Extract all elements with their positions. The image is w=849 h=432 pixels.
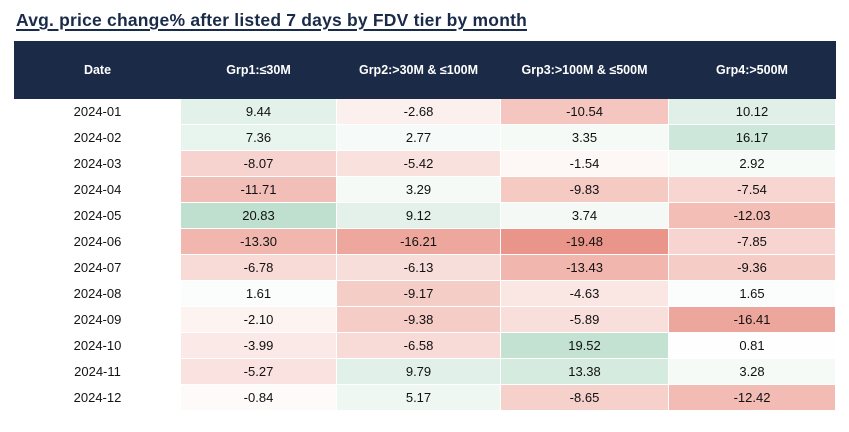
column-header-grp2: Grp2:>30M & ≤100M [336, 41, 501, 99]
value-cell: -19.48 [500, 228, 669, 255]
value-cell: -9.36 [668, 254, 836, 281]
value-cell: 13.38 [500, 358, 669, 385]
table-row: 2024-12 -0.84 5.17 -8.65 -12.42 [14, 384, 836, 411]
value-cell: -5.89 [500, 306, 669, 333]
table-row: 2024-08 1.61 -9.17 -4.63 1.65 [14, 280, 836, 307]
table-row: 2024-06 -13.30 -16.21 -19.48 -7.85 [14, 228, 836, 255]
table-row: 2024-11 -5.27 9.79 13.38 3.28 [14, 358, 836, 385]
value-cell: -6.78 [180, 254, 337, 281]
table-row: 2024-05 20.83 9.12 3.74 -12.03 [14, 202, 836, 229]
value-cell: -6.13 [336, 254, 501, 281]
table-header: Date Grp1:≤30M Grp2:>30M & ≤100M Grp3:>1… [14, 41, 836, 99]
date-cell: 2024-11 [14, 358, 181, 385]
value-cell: -4.63 [500, 280, 669, 307]
value-cell: 3.35 [500, 124, 669, 151]
value-cell: -11.71 [180, 176, 337, 203]
table-body: 2024-01 9.44 -2.68 -10.54 10.12 2024-02 7.36 2.… [14, 98, 836, 411]
value-cell: -0.84 [180, 384, 337, 411]
value-cell: -13.43 [500, 254, 669, 281]
date-cell: 2024-05 [14, 202, 181, 229]
table-row: 2024-07 -6.78 -6.13 -13.43 -9.36 [14, 254, 836, 281]
table-row: 2024-09 -2.10 -9.38 -5.89 -16.41 [14, 306, 836, 333]
table-row: 2024-04 -11.71 3.29 -9.83 -7.54 [14, 176, 836, 203]
value-cell: 20.83 [180, 202, 337, 229]
value-cell: 0.81 [668, 332, 836, 359]
value-cell: -9.17 [336, 280, 501, 307]
page: Avg. price change% after listed 7 days b… [14, 10, 836, 411]
value-cell: -6.58 [336, 332, 501, 359]
date-cell: 2024-06 [14, 228, 181, 255]
table-row: 2024-10 -3.99 -6.58 19.52 0.81 [14, 332, 836, 359]
value-cell: 9.44 [180, 98, 337, 125]
table-header-row: Date Grp1:≤30M Grp2:>30M & ≤100M Grp3:>1… [14, 41, 836, 99]
value-cell: -2.68 [336, 98, 501, 125]
chart-title: Avg. price change% after listed 7 days b… [16, 10, 528, 30]
date-cell: 2024-02 [14, 124, 181, 151]
date-cell: 2024-04 [14, 176, 181, 203]
value-cell: 1.61 [180, 280, 337, 307]
value-cell: -1.54 [500, 150, 669, 177]
date-cell: 2024-12 [14, 384, 181, 411]
value-cell: -7.54 [668, 176, 836, 203]
value-cell: -8.65 [500, 384, 669, 411]
date-cell: 2024-07 [14, 254, 181, 281]
value-cell: 3.28 [668, 358, 836, 385]
value-cell: 5.17 [336, 384, 501, 411]
value-cell: 9.79 [336, 358, 501, 385]
value-cell: -3.99 [180, 332, 337, 359]
date-cell: 2024-01 [14, 98, 181, 125]
value-cell: 9.12 [336, 202, 501, 229]
value-cell: -12.03 [668, 202, 836, 229]
column-header-date: Date [14, 41, 181, 99]
value-cell: -5.27 [180, 358, 337, 385]
value-cell: 19.52 [500, 332, 669, 359]
column-header-grp4: Grp4:>500M [668, 41, 836, 99]
table-row: 2024-03 -8.07 -5.42 -1.54 2.92 [14, 150, 836, 177]
heatmap-table: Date Grp1:≤30M Grp2:>30M & ≤100M Grp3:>1… [14, 41, 836, 411]
table-row: 2024-01 9.44 -2.68 -10.54 10.12 [14, 98, 836, 125]
value-cell: -5.42 [336, 150, 501, 177]
value-cell: 2.77 [336, 124, 501, 151]
value-cell: 3.29 [336, 176, 501, 203]
value-cell: -2.10 [180, 306, 337, 333]
value-cell: -16.41 [668, 306, 836, 333]
value-cell: 16.17 [668, 124, 836, 151]
table-row: 2024-02 7.36 2.77 3.35 16.17 [14, 124, 836, 151]
value-cell: 10.12 [668, 98, 836, 125]
date-cell: 2024-03 [14, 150, 181, 177]
date-cell: 2024-08 [14, 280, 181, 307]
value-cell: -10.54 [500, 98, 669, 125]
column-header-grp3: Grp3:>100M & ≤500M [500, 41, 669, 99]
value-cell: 2.92 [668, 150, 836, 177]
date-cell: 2024-09 [14, 306, 181, 333]
value-cell: -12.42 [668, 384, 836, 411]
value-cell: 1.65 [668, 280, 836, 307]
value-cell: -13.30 [180, 228, 337, 255]
value-cell: -9.38 [336, 306, 501, 333]
value-cell: -7.85 [668, 228, 836, 255]
date-cell: 2024-10 [14, 332, 181, 359]
value-cell: -8.07 [180, 150, 337, 177]
value-cell: -16.21 [336, 228, 501, 255]
value-cell: 3.74 [500, 202, 669, 229]
value-cell: -9.83 [500, 176, 669, 203]
value-cell: 7.36 [180, 124, 337, 151]
column-header-grp1: Grp1:≤30M [180, 41, 337, 99]
